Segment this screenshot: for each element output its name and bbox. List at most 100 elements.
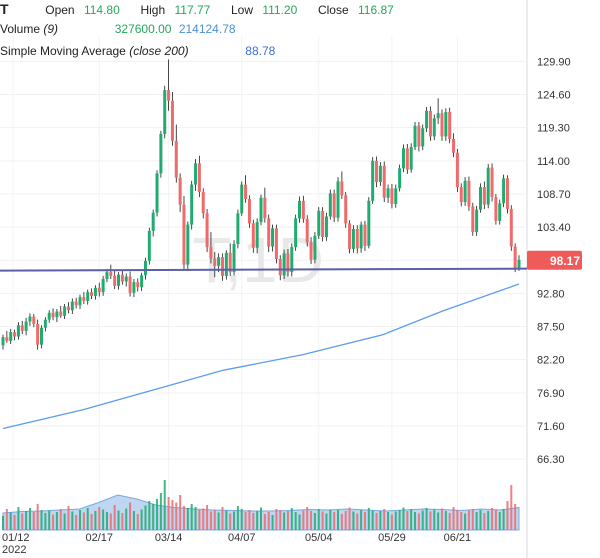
low-value: 111.20 xyxy=(262,3,298,17)
volume-bar xyxy=(290,508,293,530)
candle-body xyxy=(332,193,336,218)
support-layer[interactable] xyxy=(0,267,528,272)
volume-bar xyxy=(460,512,463,530)
candle-body xyxy=(425,110,429,129)
x-tick-label: 06/21 xyxy=(444,532,472,544)
volume-bar xyxy=(283,512,286,530)
candle-body xyxy=(70,301,74,311)
candle-body xyxy=(5,337,9,341)
open-label: Open xyxy=(45,3,75,17)
high-value: 117.77 xyxy=(174,3,211,17)
volume-bar xyxy=(425,508,428,530)
candle-body xyxy=(59,311,63,316)
volume-bar xyxy=(352,511,355,530)
volume-bar xyxy=(44,513,47,530)
y-tick-label: 71.60 xyxy=(537,421,565,433)
ticker-symbol[interactable]: T xyxy=(0,1,9,17)
candle-body xyxy=(74,301,78,306)
candle-body xyxy=(363,224,367,246)
volume-bar xyxy=(317,509,320,530)
volume-bar xyxy=(94,511,97,530)
volume-bar xyxy=(67,506,70,530)
candle-body xyxy=(220,257,224,276)
x-tick-label: 01/12 xyxy=(2,532,30,544)
volume-bar xyxy=(198,510,201,530)
volume-bar xyxy=(71,511,74,530)
candle-body xyxy=(255,222,259,248)
volume-bar xyxy=(333,512,336,530)
volume-bar xyxy=(502,509,505,530)
x-tick-label: 03/14 xyxy=(155,532,183,544)
y-tick-label: 119.30 xyxy=(537,123,570,135)
volume-bar xyxy=(190,504,193,530)
volume-bar xyxy=(17,507,20,530)
volume-bar xyxy=(406,511,409,530)
volume-bar xyxy=(109,513,112,530)
candle-body xyxy=(413,125,417,148)
volume-bar xyxy=(483,513,486,530)
candle-body xyxy=(394,188,398,204)
volume-bar xyxy=(514,504,517,530)
volume-bar xyxy=(102,509,105,530)
candle-body xyxy=(259,197,263,223)
candle-body xyxy=(513,246,517,268)
sma-200-line xyxy=(2,283,520,430)
candle-body xyxy=(317,210,321,236)
volume-bar xyxy=(440,508,443,530)
volume-bar xyxy=(233,511,236,530)
volume-bar xyxy=(248,510,251,530)
volume-bar xyxy=(163,480,166,530)
volume-bar xyxy=(390,514,393,530)
close-value: 116.87 xyxy=(357,3,394,17)
candle-body xyxy=(236,213,240,244)
candle-body xyxy=(428,110,432,137)
volume-average-value: 214124.78 xyxy=(178,22,236,36)
candle-body xyxy=(463,180,467,203)
y-tick-label: 129.90 xyxy=(537,56,571,68)
candle-body xyxy=(143,260,147,276)
volume-bar xyxy=(313,513,316,530)
volume-bar xyxy=(325,513,328,530)
volume-bar xyxy=(337,510,340,530)
volume-bar xyxy=(152,504,155,530)
volume-bar xyxy=(348,507,351,530)
volume-bar xyxy=(13,515,16,530)
volume-legend[interactable]: Volume (9) 327600.00 214124.78 xyxy=(0,22,236,36)
volume-bar xyxy=(263,514,266,530)
candle-body xyxy=(16,325,20,337)
y-tick-label: 103.40 xyxy=(537,222,571,234)
candle-body xyxy=(467,180,471,207)
candle-body xyxy=(309,242,313,260)
candle-body xyxy=(313,235,317,260)
candle-body xyxy=(205,213,209,248)
volume-bar xyxy=(86,508,89,530)
volume-bar xyxy=(452,507,455,530)
candle-body xyxy=(147,230,151,261)
volume-bar xyxy=(182,506,185,530)
volume-bar xyxy=(209,511,212,530)
volume-bar xyxy=(21,513,24,530)
volume-bar xyxy=(306,507,309,530)
volume-bar xyxy=(25,511,28,530)
volume-bar xyxy=(491,508,494,530)
volume-bar xyxy=(252,513,255,530)
candle-body xyxy=(151,212,155,231)
candle-body xyxy=(43,319,47,328)
volume-bar xyxy=(9,512,12,530)
volume-bar xyxy=(410,509,413,530)
grid-lines xyxy=(0,0,528,558)
volume-bar xyxy=(417,513,420,530)
volume-bar xyxy=(260,507,262,530)
candle-body xyxy=(201,192,205,214)
candle-body xyxy=(282,253,286,276)
sma-legend[interactable]: Simple Moving Average (close 200) 88.78 xyxy=(0,44,275,58)
candle-body xyxy=(167,90,171,101)
volume-bar xyxy=(456,510,459,530)
volume-bar xyxy=(429,511,432,530)
candle-body xyxy=(36,324,40,345)
volume-bar xyxy=(194,507,197,530)
candle-body xyxy=(286,253,290,273)
candle-body xyxy=(40,327,44,345)
y-tick-label: 92.80 xyxy=(537,288,565,300)
